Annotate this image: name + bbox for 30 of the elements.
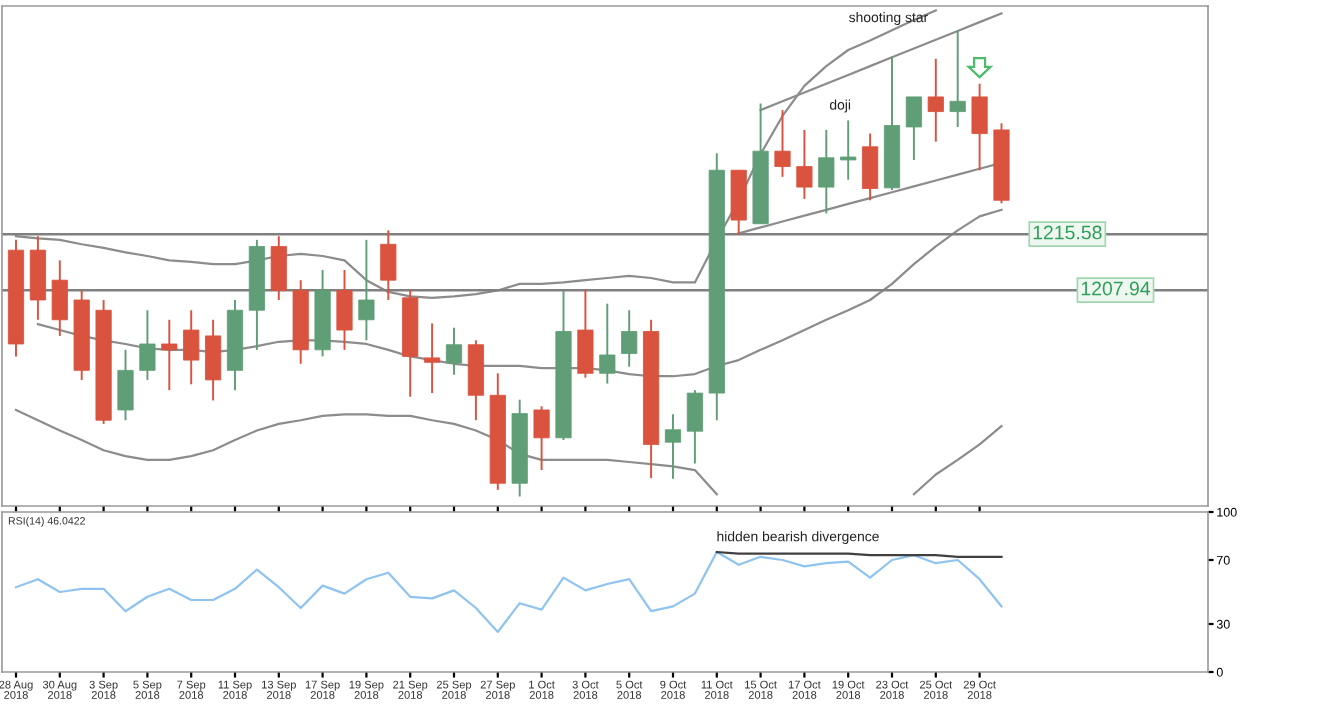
candlestick <box>686 389 703 465</box>
ref-line-label: 1215.58 <box>1033 225 1102 240</box>
candlestick <box>927 57 944 143</box>
candlestick <box>599 302 616 385</box>
candlestick <box>840 119 857 181</box>
candlestick <box>270 235 287 301</box>
candlestick <box>533 405 550 472</box>
candlestick <box>336 268 353 351</box>
candlestick <box>862 132 879 202</box>
candlestick <box>183 309 200 386</box>
candlestick <box>161 318 178 392</box>
candlestick <box>445 326 463 376</box>
candlestick <box>971 82 988 172</box>
candlestick <box>905 95 922 161</box>
candlestick <box>139 309 156 381</box>
candlestick <box>424 322 441 395</box>
candlestick <box>117 348 134 422</box>
candlestick <box>205 318 222 402</box>
ref-line-label: 1207.94 <box>1081 281 1151 296</box>
candlestick <box>358 238 375 342</box>
line-series <box>14 550 1003 634</box>
candlestick <box>774 109 791 178</box>
candlestick <box>621 309 638 368</box>
candlestick <box>577 288 594 379</box>
candlestick <box>796 128 813 200</box>
candlestick <box>380 229 397 301</box>
candlestick <box>818 128 835 215</box>
candlestick <box>664 413 682 480</box>
candlestick <box>949 29 966 128</box>
candlestick <box>51 259 68 337</box>
